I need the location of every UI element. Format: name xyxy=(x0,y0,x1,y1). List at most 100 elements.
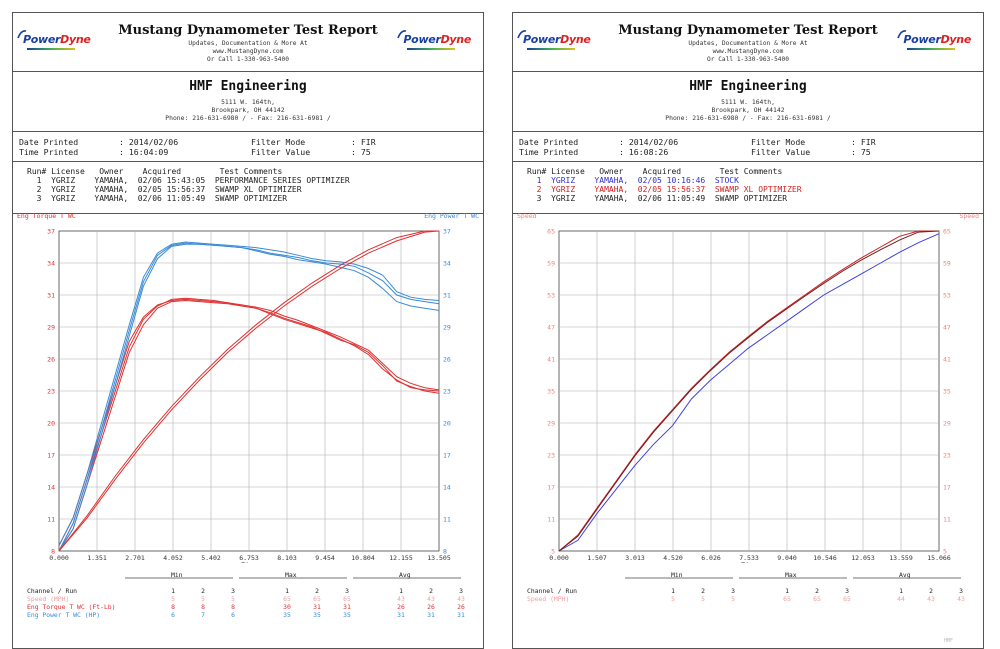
y-left-tick-label: 17 xyxy=(547,484,555,492)
run-row: 1 YGRIZ YAMAHA, 02/06 15:43:05 PERFORMAN… xyxy=(27,176,350,185)
y-right-tick-label: 53 xyxy=(943,292,951,300)
stats-cell: 8 xyxy=(201,603,205,611)
runs-header: Run# License Owner Acquired Test Comment… xyxy=(527,167,783,176)
y-left-tick-label: 17 xyxy=(47,452,55,460)
stats-cell: 65 xyxy=(813,595,821,603)
run-row: 2 YGRIZ YAMAHA, 02/05 15:56:37 SWAMP XL … xyxy=(527,185,802,194)
runs-header: Run# License Owner Acquired Test Comment… xyxy=(27,167,283,176)
y-right-tick-label: 31 xyxy=(443,292,451,300)
stats-avg-head: Avg xyxy=(899,571,911,579)
shop-name: HMF Engineering xyxy=(189,79,307,94)
x-tick-label: 4.520 xyxy=(663,554,683,562)
y-left-axis-title: Eng Torque T WC xyxy=(17,212,76,220)
stats-run-number: 3 xyxy=(459,587,463,595)
report-url: www.MustangDyne.com xyxy=(712,48,784,55)
y-left-tick-label: 35 xyxy=(547,388,555,396)
stats-cell: 8 xyxy=(171,603,175,611)
stats-run-number: 3 xyxy=(231,587,235,595)
date-value: : 2014/02/06 xyxy=(119,137,179,147)
stats-cell: 31 xyxy=(343,603,351,611)
shop-name: HMF Engineering xyxy=(689,79,807,94)
stats-run-number: 2 xyxy=(315,587,319,595)
y-right-tick-label: 11 xyxy=(443,516,451,524)
stats-run-number: 2 xyxy=(815,587,819,595)
stats-cell: 26 xyxy=(427,603,435,611)
stats-table: Min Max Avg Channel / Run 1 2 3 1 2 3 1 2 3 Speed… xyxy=(13,568,483,648)
powerdyne-logo: PowerDyne xyxy=(17,30,91,50)
y-right-tick-label: 11 xyxy=(943,516,951,524)
y-left-tick-label: 47 xyxy=(547,324,555,332)
y-left-tick-label: 23 xyxy=(547,452,555,460)
swoosh-icon xyxy=(397,30,407,39)
right-chart-series-2 xyxy=(558,230,939,552)
stats-row-head: Channel / Run xyxy=(527,587,578,595)
left-chart-series-7 xyxy=(58,230,439,552)
stats-cell: 5 xyxy=(231,595,235,603)
y-left-tick-label: 14 xyxy=(47,484,55,492)
powerdyne-logo: PowerDyne xyxy=(517,30,591,50)
filter-mode-label: Filter Mode xyxy=(251,137,306,147)
stats-cell: 6 xyxy=(231,611,235,619)
y-left-tick-label: 5 xyxy=(551,548,555,556)
y-right-tick-label: 41 xyxy=(943,356,951,364)
swoosh-icon xyxy=(517,30,527,39)
shop-city: Brookpark, OH 44142 xyxy=(211,106,285,114)
report-title: Mustang Dynamometer Test Report xyxy=(618,23,878,38)
left-chart-series-2 xyxy=(58,298,439,546)
left-chart-series-8 xyxy=(58,230,439,552)
stats-run-number: 1 xyxy=(671,587,675,595)
runs-table: Run# License Owner Acquired Test Comment… xyxy=(513,161,983,214)
stats-cell: 26 xyxy=(397,603,405,611)
filter-value-label: Filter Value xyxy=(251,147,311,157)
right-chart-series-1 xyxy=(558,233,940,552)
stats-cell: 5 xyxy=(171,595,175,603)
stats-cell: 43 xyxy=(457,595,465,603)
report-subtitle: Updates, Documentation & More At xyxy=(688,40,808,47)
stats-cell: 65 xyxy=(313,595,321,603)
stats-cell: 5 xyxy=(201,595,205,603)
filter-mode-label: Filter Mode xyxy=(751,137,806,147)
report-url: www.MustangDyne.com xyxy=(212,48,284,55)
x-tick-label: 8.103 xyxy=(277,554,297,562)
x-tick-label: 1.507 xyxy=(587,554,607,562)
stats-run-number: 1 xyxy=(899,587,903,595)
x-tick-label: 12.053 xyxy=(851,554,875,562)
y-right-tick-label: 20 xyxy=(443,420,451,428)
runs-table: Run# License Owner Acquired Test Comment… xyxy=(13,161,483,214)
shop-info: HMF Engineering 5111 W. 164th, Brookpark… xyxy=(513,71,983,132)
x-tick-label: 10.546 xyxy=(813,554,837,562)
y-right-tick-label: 23 xyxy=(443,388,451,396)
x-tick-label: 15.066 xyxy=(927,554,951,562)
stats-run-number: 3 xyxy=(845,587,849,595)
y-left-tick-label: 41 xyxy=(547,356,555,364)
x-tick-label: 6.753 xyxy=(239,554,259,562)
stats-row-label: Speed (MPH) xyxy=(527,595,570,603)
x-tick-label: 0.000 xyxy=(549,554,569,562)
stats-row-label: Eng Power T WC (HP) xyxy=(27,611,101,619)
x-tick-label: 2.701 xyxy=(125,554,145,562)
filter-value: : 75 xyxy=(351,147,371,157)
shop-phone: Phone: 216-631-6980 / - Fax: 216-631-698… xyxy=(165,114,331,122)
watermark: HMF xyxy=(943,638,953,644)
stats-cell: 35 xyxy=(343,611,351,619)
swoosh-icon xyxy=(897,30,907,39)
filter-value-label: Filter Value xyxy=(751,147,811,157)
x-tick-label: 13.559 xyxy=(889,554,913,562)
y-left-tick-label: 20 xyxy=(47,420,55,428)
stats-run-number: 1 xyxy=(785,587,789,595)
report-phone: Or Call 1-330-963-5400 xyxy=(207,56,289,63)
right-chart-series-3 xyxy=(558,230,940,552)
time-value: : 16:04:09 xyxy=(119,147,169,157)
stats-cell: 65 xyxy=(283,595,291,603)
left-chart-series-4 xyxy=(58,243,439,552)
shop-address: 5111 W. 164th, xyxy=(221,98,275,106)
report-header: PowerDyne Mustang Dynamometer Test Repor… xyxy=(513,13,983,72)
time-label: Time Printed xyxy=(519,147,579,157)
report-page-left: PowerDyne Mustang Dynamometer Test Repor… xyxy=(12,12,484,649)
stats-cell: 31 xyxy=(313,603,321,611)
shop-address: 5111 W. 164th, xyxy=(721,98,775,106)
x-tick-label: 13.505 xyxy=(427,554,451,562)
y-right-tick-label: 34 xyxy=(443,260,451,268)
shop-phone: Phone: 216-631-6980 / - Fax: 216-631-698… xyxy=(665,114,831,122)
y-right-tick-label: 29 xyxy=(443,324,451,332)
